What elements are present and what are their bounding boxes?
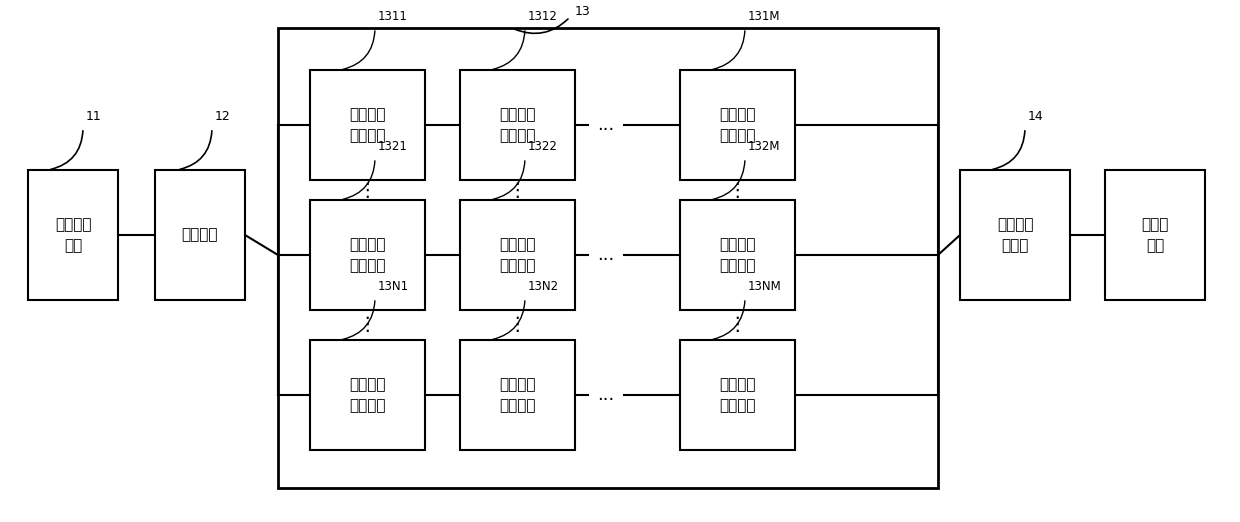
Bar [310, 200, 425, 310]
Bar [310, 340, 425, 450]
Text: ⋮: ⋮ [728, 315, 748, 335]
Text: 待充电
电池: 待充电 电池 [1141, 217, 1168, 253]
Text: 电荷泵转
换子模块: 电荷泵转 换子模块 [719, 107, 755, 143]
Text: ⋮: ⋮ [728, 181, 748, 199]
Text: 131M: 131M [748, 10, 780, 23]
Text: ...: ... [598, 116, 615, 134]
Text: ⋮: ⋮ [507, 315, 527, 335]
Bar [960, 170, 1070, 300]
Text: 1312: 1312 [528, 10, 558, 23]
Text: 电荷泵转
换子模块: 电荷泵转 换子模块 [719, 377, 755, 413]
Text: 电能接收
模块: 电能接收 模块 [55, 217, 92, 253]
Text: 13N2: 13N2 [528, 280, 559, 293]
Text: 12: 12 [215, 110, 231, 123]
Text: 电荷泵转
换子模块: 电荷泵转 换子模块 [500, 237, 536, 273]
Text: 整流模块: 整流模块 [182, 228, 218, 243]
Text: ...: ... [598, 246, 615, 264]
Text: 电荷泵转
换子模块: 电荷泵转 换子模块 [719, 237, 755, 273]
Text: 降压式充
电模块: 降压式充 电模块 [997, 217, 1033, 253]
Text: 13NM: 13NM [748, 280, 781, 293]
Bar [680, 70, 795, 180]
Bar [680, 340, 795, 450]
Bar [155, 170, 246, 300]
Text: 1321: 1321 [378, 140, 408, 153]
Text: 132M: 132M [748, 140, 780, 153]
Bar [278, 28, 937, 488]
Text: 电荷泵转
换子模块: 电荷泵转 换子模块 [350, 237, 386, 273]
Bar [460, 70, 575, 180]
Bar [680, 200, 795, 310]
Text: ⋮: ⋮ [358, 315, 377, 335]
Text: 1311: 1311 [378, 10, 408, 23]
Text: ⋮: ⋮ [358, 181, 377, 199]
Text: 电荷泵转
换子模块: 电荷泵转 换子模块 [500, 377, 536, 413]
Text: 电荷泵转
换子模块: 电荷泵转 换子模块 [350, 107, 386, 143]
Bar [310, 70, 425, 180]
Text: ⋮: ⋮ [507, 181, 527, 199]
Text: 13N1: 13N1 [378, 280, 409, 293]
Bar [460, 340, 575, 450]
Bar [1105, 170, 1205, 300]
Text: 13: 13 [575, 5, 590, 18]
Text: 11: 11 [86, 110, 102, 123]
Text: ...: ... [598, 386, 615, 404]
Text: 14: 14 [1028, 110, 1044, 123]
Bar [460, 200, 575, 310]
Bar [29, 170, 118, 300]
Text: 电荷泵转
换子模块: 电荷泵转 换子模块 [500, 107, 536, 143]
Text: 电荷泵转
换子模块: 电荷泵转 换子模块 [350, 377, 386, 413]
Text: 1322: 1322 [528, 140, 558, 153]
